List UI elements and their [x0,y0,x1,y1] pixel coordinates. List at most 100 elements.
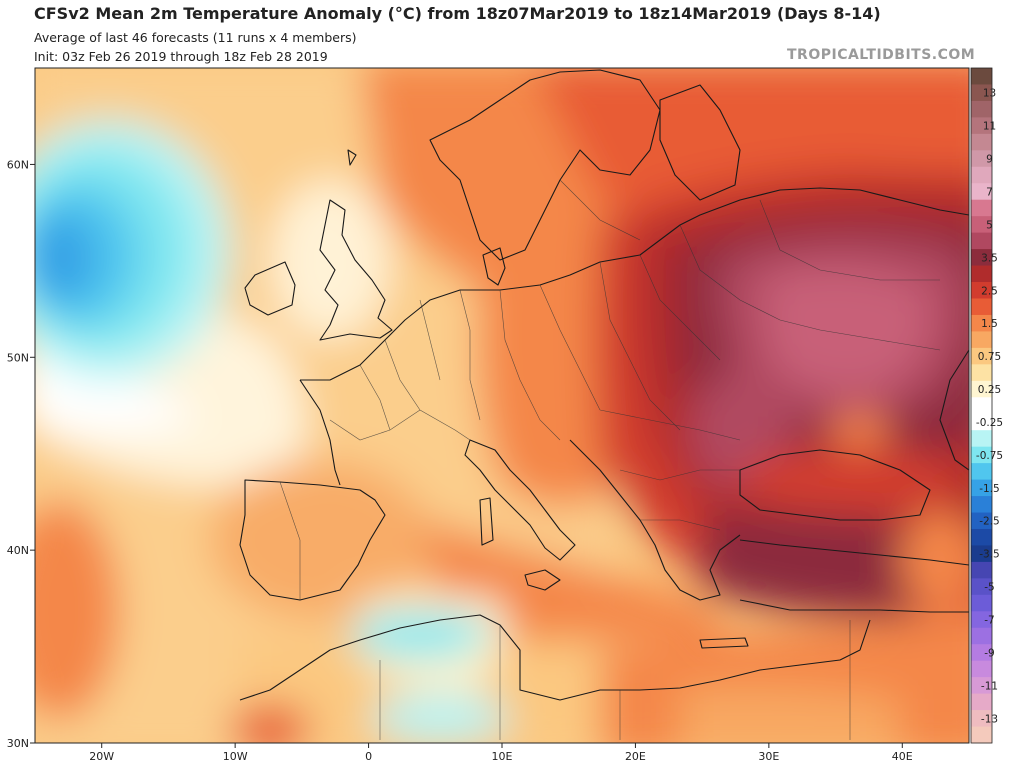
lat-tick-label: 30N [7,737,29,750]
lon-tick-label: 10W [223,750,248,763]
colorbar-swatch [971,611,992,629]
colorbar-label: 13 [983,88,996,100]
colorbar-swatch [971,446,992,464]
colorbar-swatch [971,594,992,612]
denmark-coast [482,247,506,286]
colorbar-swatch [971,84,992,102]
chart-header: CFSv2 Mean 2m Temperature Anomaly (°C) f… [0,0,1024,68]
colorbar-label: 9 [986,154,993,166]
colorbar-swatch [971,561,992,579]
lon-tick-label: 40E [892,750,913,763]
colorbar-label: -7 [984,615,994,627]
colorbar-swatch [971,479,992,497]
colorbar-swatch [971,380,992,398]
colorbar-swatch [971,627,992,645]
colorbar: 13 11 9 7 5 3.5 2.5 1.5 0.75 0.25 -0.25 -0.75 -1.5 -2… [970,67,1003,744]
sicily-coast [524,569,561,591]
map-panel [35,68,969,743]
colorbar-label: -2.5 [979,516,1000,528]
colorbar-label: 5 [986,219,993,231]
colorbar-label: 0.25 [978,384,1001,396]
france-west-coast [299,379,341,486]
colorbar-swatch [971,347,992,365]
land-outlines [239,69,969,701]
colorbar-swatch [971,726,992,744]
colorbar-frame [970,67,993,744]
colorbar-swatch [971,232,992,250]
colorbar-swatch [971,166,992,184]
continental-coast [300,187,969,381]
black-sea-coast [739,449,931,521]
lon-tick-label: 0 [365,750,372,763]
colorbar-swatch [971,413,992,431]
colorbar-swatch [971,282,992,299]
colorbar-swatch [971,578,992,596]
crete-coast [699,637,749,649]
iberia-coast [239,479,386,601]
turkey-south-coast [739,599,969,613]
colorbar-label: 0.75 [978,351,1001,363]
colorbar-label: 2.5 [981,285,998,297]
lon-tick-label: 20E [625,750,646,763]
anomaly-field [35,68,969,743]
colorbar-swatch [971,68,992,85]
ensemble-subtitle: Average of last 46 forecasts (11 runs x … [34,30,357,45]
colorbar-swatch [971,528,992,546]
colorbar-swatch [971,216,992,234]
colorbar-swatch [971,331,992,349]
latitude-axis: 60N 50N 40N 30N [7,158,35,750]
colorbar-label: 3.5 [981,252,998,264]
colorbar-label: -11 [981,680,998,692]
colorbar-swatch [971,545,992,563]
ireland-coast [244,261,296,316]
sardinia-corsica-coast [479,497,494,546]
colorbar-swatch [971,430,992,448]
iceland-shetland-coast [347,149,357,166]
colorbar-swatch [971,249,992,266]
lat-tick-label: 40N [7,544,29,557]
colorbar-swatch [971,710,992,727]
colorbar-swatch [971,677,992,695]
colorbar-swatch [971,199,992,217]
colorbar-swatch [971,298,992,316]
colorbar-label: 7 [986,186,993,198]
chart-title: CFSv2 Mean 2m Temperature Anomaly (°C) f… [34,4,881,23]
brand-watermark: TROPICALTIDBITS.COM [787,47,976,63]
balkans-coast [569,439,741,601]
colorbar-label: -5 [984,582,994,594]
colorbar-swatch [971,133,992,151]
colorbar-swatch [971,463,992,480]
colorbar-label: 1.5 [981,318,998,330]
colorbar-swatch [971,100,992,118]
lat-tick-label: 50N [7,351,29,364]
colorbar-swatch [971,693,992,711]
colorbar-label: -3.5 [979,549,1000,561]
finland-coast [659,84,741,201]
colorbar-swatch [971,150,992,168]
colorbar-swatch [971,314,992,332]
north-africa-coast [239,614,871,701]
caspian-coast [939,349,969,471]
colorbar-swatch [971,512,992,530]
colorbar-label: -9 [984,647,994,659]
turkey-coast [739,539,969,566]
lat-tick-label: 60N [7,158,29,171]
colorbar-label: -1.5 [979,483,1000,495]
colorbar-swatch [971,660,992,678]
longitude-axis: 20W 10W 0 10E 20E 30E 40E [89,743,913,763]
colorbar-label: -0.75 [976,450,1003,462]
lon-tick-label: 10E [492,750,513,763]
colorbar-swatch [971,183,992,201]
colorbar-swatch [971,364,992,382]
colorbar-swatch [971,644,992,662]
colorbar-label: -13 [981,713,998,725]
colorbar-swatch [971,117,992,135]
init-time: Init: 03z Feb 26 2019 through 18z Feb 28… [34,49,328,64]
colorbar-swatch [971,397,992,415]
colorbar-label: -0.25 [976,417,1003,429]
country-borders [279,179,941,740]
colorbar-swatch [971,496,992,513]
colorbar-label: 11 [983,121,996,133]
scandinavia-coast [429,69,661,261]
lon-tick-label: 20W [89,750,114,763]
